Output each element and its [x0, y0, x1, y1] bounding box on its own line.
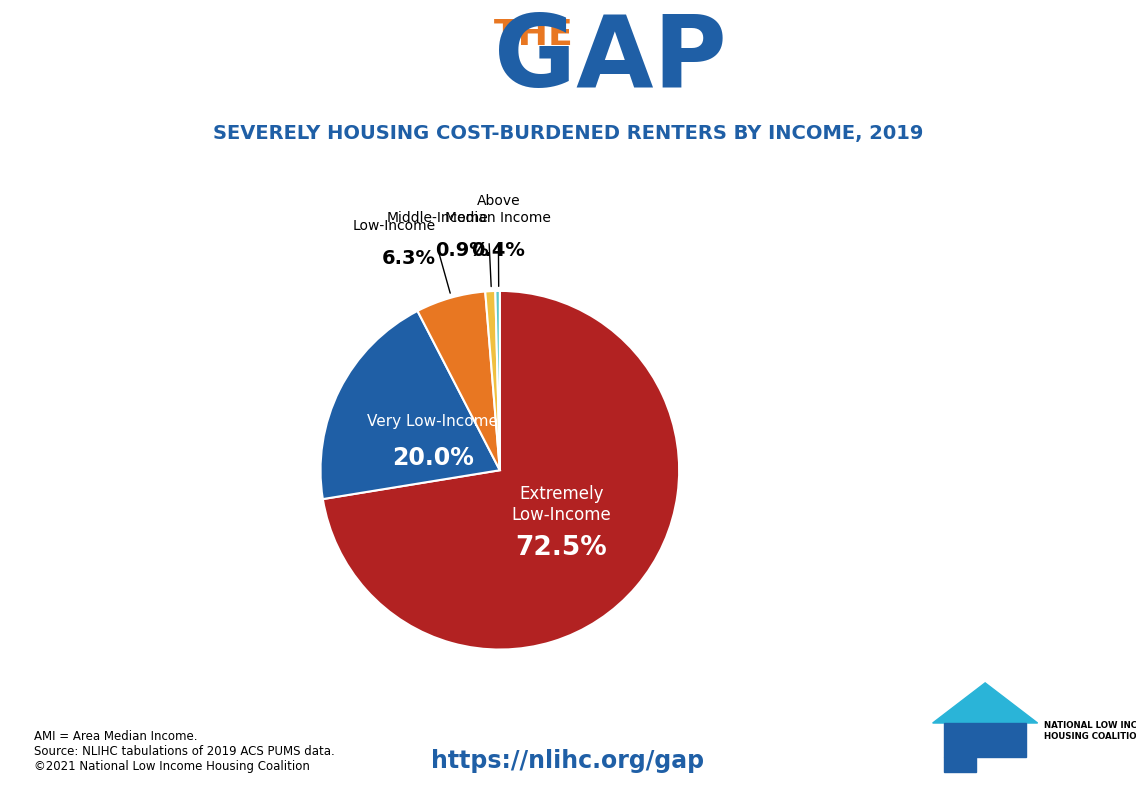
Text: 0.9%: 0.9%: [435, 241, 488, 260]
Polygon shape: [933, 683, 1037, 723]
Text: GAP: GAP: [494, 10, 727, 108]
Text: 6.3%: 6.3%: [382, 249, 436, 269]
Text: Extremely
Low-Income: Extremely Low-Income: [511, 485, 611, 524]
Wedge shape: [418, 292, 500, 470]
Text: Low-Income: Low-Income: [353, 219, 436, 234]
Wedge shape: [485, 291, 500, 470]
Wedge shape: [323, 291, 679, 650]
Text: Above
Median Income: Above Median Income: [445, 194, 551, 225]
Text: 72.5%: 72.5%: [516, 535, 607, 561]
Text: THE: THE: [494, 18, 574, 52]
Wedge shape: [495, 291, 500, 470]
Wedge shape: [320, 311, 500, 499]
Bar: [944, 756, 976, 772]
Text: NATIONAL LOW INCOME
HOUSING COALITION: NATIONAL LOW INCOME HOUSING COALITION: [1044, 721, 1136, 740]
Text: Middle-Income: Middle-Income: [387, 211, 488, 225]
Text: 20.0%: 20.0%: [392, 446, 474, 469]
Bar: [944, 723, 1027, 756]
Text: https://nlihc.org/gap: https://nlihc.org/gap: [432, 749, 704, 773]
Text: Very Low-Income: Very Low-Income: [367, 414, 499, 430]
Text: AMI = Area Median Income.
Source: NLIHC tabulations of 2019 ACS PUMS data.
©2021: AMI = Area Median Income. Source: NLIHC …: [34, 730, 335, 773]
Text: 0.4%: 0.4%: [471, 241, 525, 260]
Text: SEVERELY HOUSING COST-BURDENED RENTERS BY INCOME, 2019: SEVERELY HOUSING COST-BURDENED RENTERS B…: [212, 124, 924, 143]
